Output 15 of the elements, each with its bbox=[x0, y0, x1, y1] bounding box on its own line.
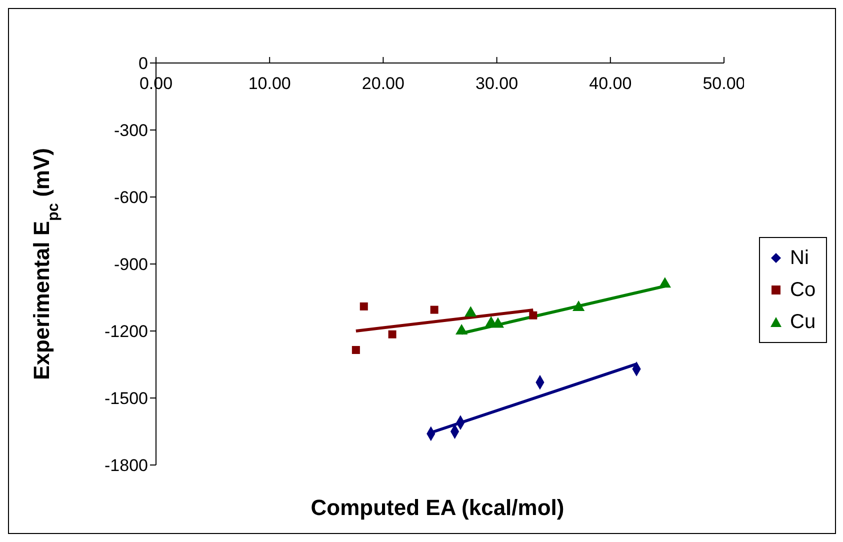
x-tick-label: 10.00 bbox=[248, 74, 291, 93]
x-axis-title: Computed EA (kcal/mol) bbox=[310, 495, 566, 521]
x-tick-label: 30.00 bbox=[476, 74, 518, 93]
legend-label: Co bbox=[790, 278, 816, 303]
y-tick-label: -300 bbox=[114, 121, 148, 140]
legend-label: Cu bbox=[790, 310, 816, 335]
x-tick-label: 20.00 bbox=[362, 74, 404, 93]
x-tick-label: 40.00 bbox=[589, 74, 632, 93]
y-tick-label: -1500 bbox=[104, 389, 148, 408]
legend-label: Ni bbox=[790, 246, 809, 271]
y-tick-label: -1200 bbox=[104, 322, 148, 342]
y-tick-label: 0 bbox=[138, 54, 148, 74]
y-tick-label: -900 bbox=[114, 255, 148, 274]
y-tick-label: -600 bbox=[114, 188, 148, 208]
y-tick-label: -1800 bbox=[104, 456, 148, 476]
